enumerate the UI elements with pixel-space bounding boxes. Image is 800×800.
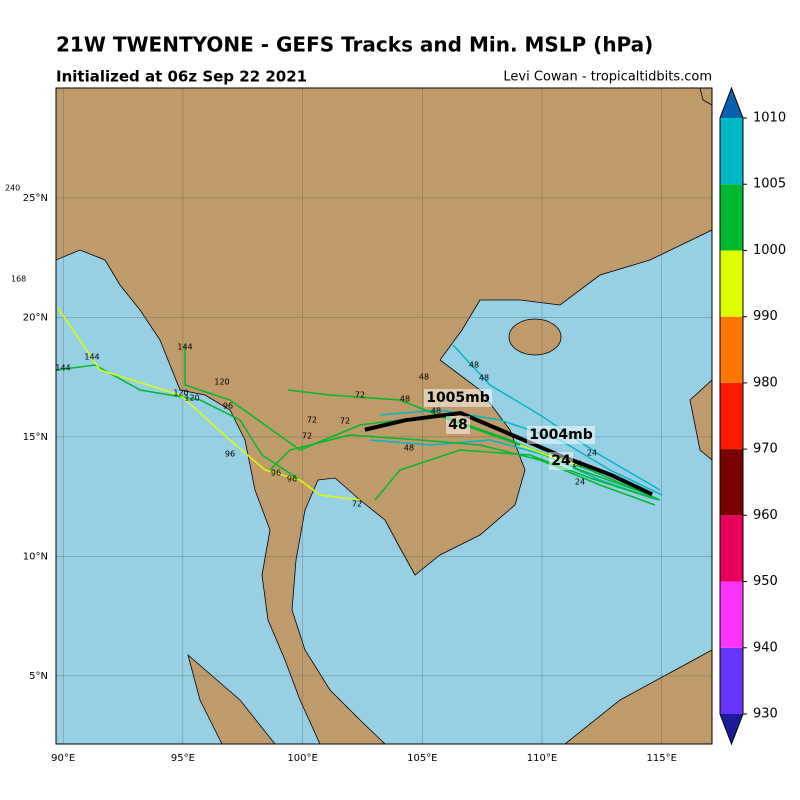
track-label: 120	[173, 389, 188, 398]
track-label: 24	[575, 478, 585, 487]
y-tick-label: 5°N	[29, 671, 48, 682]
x-tick-label: 110°E	[527, 753, 557, 764]
track-label: 96	[225, 450, 235, 459]
colorbar-tick-label: 970	[753, 442, 778, 457]
annotation: 24	[551, 453, 571, 469]
track-label: 96	[287, 475, 297, 484]
colorbar-tick-label: 1005	[753, 177, 786, 192]
sumatra	[187, 653, 276, 744]
colorbar-band	[720, 647, 743, 714]
y-tick-label: 15°N	[23, 432, 48, 443]
colorbar: 930 940 950 960 970 980 990 1000 1005 1010	[719, 86, 786, 746]
ensemble-track	[57, 307, 361, 501]
track-label: 120	[184, 394, 199, 403]
track-label: 24	[587, 449, 597, 458]
x-tick-label: 105°E	[407, 753, 437, 764]
colorbar-band	[720, 250, 743, 317]
labels: 1005mb481004mb24144144144120120120969696…	[55, 343, 597, 509]
track-label: 72	[352, 500, 362, 509]
colorbar-band	[720, 515, 743, 582]
chart-title: 21W TWENTYONE - GEFS Tracks and Min. MSL…	[56, 33, 653, 57]
annotation-box	[446, 416, 470, 434]
track-label: 144	[84, 353, 99, 362]
y-tick-label: 25°N	[23, 193, 48, 204]
colorbar-band	[720, 581, 743, 648]
mean-track	[364, 410, 653, 497]
grid	[56, 88, 712, 744]
philippines	[689, 379, 712, 461]
colorbar-tick-label: 980	[753, 375, 778, 390]
annotation-box	[527, 426, 595, 444]
annotation-box	[424, 389, 492, 407]
track-label: 96	[271, 469, 281, 478]
x-tick-label: 100°E	[287, 753, 317, 764]
land	[56, 88, 712, 744]
track-label: 144	[177, 343, 192, 352]
y-tick-label: 20°N	[23, 312, 48, 323]
track-label: 120	[214, 378, 229, 387]
track-label: 48	[431, 407, 441, 416]
x-tick-label: 90°E	[51, 753, 75, 764]
track-label: 48	[469, 361, 479, 370]
map-frame	[55, 87, 713, 745]
borneo	[564, 649, 712, 744]
ensemble-track	[369, 439, 659, 501]
colorbar-tick-label: 940	[753, 640, 778, 655]
colorbar-tick-label: 1010	[753, 111, 786, 126]
ensemble-track	[452, 344, 661, 491]
margin-label: 168	[11, 275, 26, 284]
annotation: 1004mb	[529, 427, 593, 443]
margin-label: 240	[5, 184, 20, 193]
colorbar-over	[720, 88, 743, 118]
track-label: 72	[355, 391, 365, 400]
map: 1005mb481004mb24144144144120120120969696…	[55, 88, 712, 744]
track-label: 72	[302, 432, 312, 441]
annotation: 48	[448, 417, 467, 433]
hainan	[508, 318, 562, 356]
annotation: 1005mb	[426, 390, 490, 406]
colorbar-band	[720, 316, 743, 383]
track-label: 72	[340, 417, 350, 426]
colorbar-band	[720, 382, 743, 450]
ensemble-track	[374, 449, 653, 501]
track-label: 48	[479, 374, 489, 383]
x-tick-label: 95°E	[171, 753, 195, 764]
colorbar-under	[720, 714, 743, 744]
colorbar-tick-label: 930	[753, 707, 778, 722]
track-label: 72	[307, 416, 317, 425]
colorbar-band	[720, 184, 743, 251]
ensemble-track	[56, 364, 301, 481]
track-label: 48	[419, 373, 429, 382]
colorbar-tick-label: 950	[753, 574, 778, 589]
track-label: 48	[400, 395, 410, 404]
y-tick-label: 10°N	[23, 551, 48, 562]
taiwan	[699, 88, 712, 106]
colorbar-tick-label: 960	[753, 508, 778, 523]
credit: Levi Cowan - tropicaltidbits.com	[503, 70, 712, 85]
x-tick-label: 115°E	[647, 753, 677, 764]
track-label: 144	[55, 364, 70, 373]
track-label: 24	[572, 460, 582, 469]
track-label: 96	[223, 402, 233, 411]
track-label: 48	[404, 444, 414, 453]
colorbar-band	[720, 449, 743, 516]
colorbar-tick-label: 1000	[753, 243, 786, 258]
chart-subtitle: Initialized at 06z Sep 22 2021	[56, 68, 307, 86]
ensemble-track	[269, 434, 656, 506]
colorbar-band	[720, 118, 743, 185]
annotation-box	[549, 452, 573, 470]
colorbar-tick-label: 990	[753, 309, 778, 324]
